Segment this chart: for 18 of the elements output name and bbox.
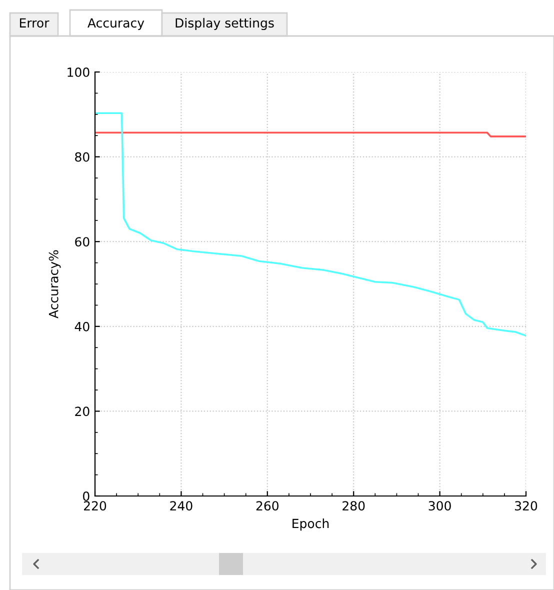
y-tick-label: 40 [74,322,90,332]
y-tick-label: 60 [75,237,90,247]
y-tick-label: 0 [83,491,90,501]
x-tick-label: 280 [342,501,365,511]
x-tick-label: 320 [515,501,538,511]
x-tick-label: 300 [428,501,451,511]
y-tick-label: 80 [75,152,90,162]
x-axis-title: Epoch [292,518,329,531]
line-series [95,112,526,337]
text: Display settings [176,18,274,30]
x-tick-label: 240 [170,501,192,511]
x-tick-label: 260 [256,501,278,511]
y-axis-title: Accuracy% [48,250,61,318]
y-tick-label: 100 [68,67,90,77]
y-tick-label: 20 [75,406,90,416]
text: Accuracy [88,18,144,30]
text: Error [20,18,50,28]
x-tick-label: 220 [84,501,106,511]
